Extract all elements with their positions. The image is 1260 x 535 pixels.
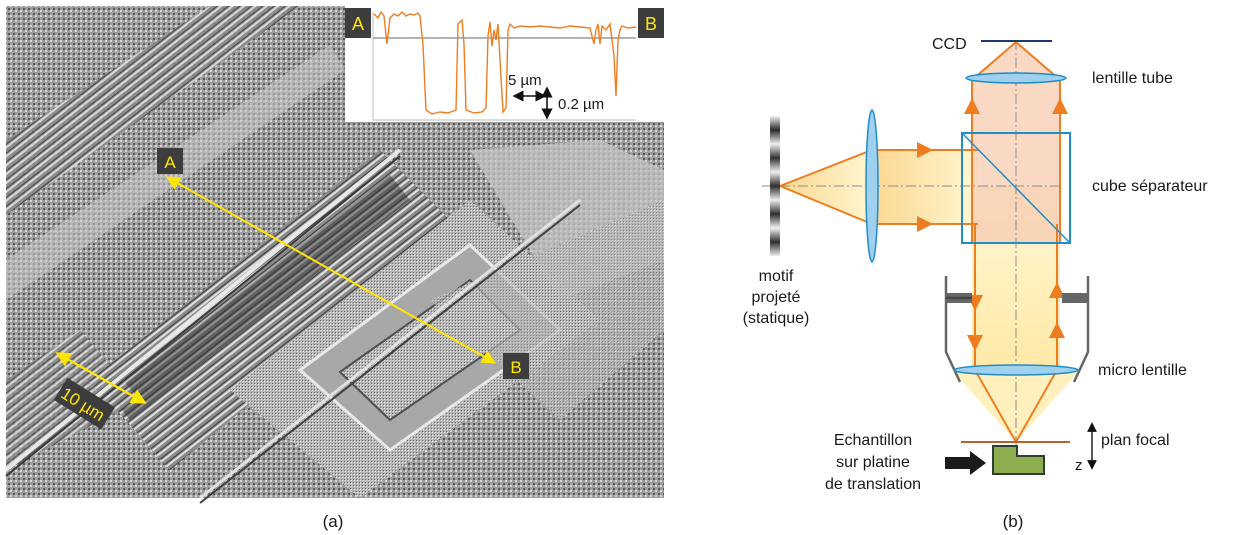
projection-lens: [865, 109, 879, 263]
micro-lens: [953, 364, 1079, 376]
label-sample-3: de translation: [825, 476, 921, 493]
label-tube-lens: lentille tube: [1092, 70, 1173, 87]
profile-inset: A B 5 µm 0.2 µm: [345, 6, 664, 122]
sample: [992, 445, 1045, 475]
label-pattern-1: motif: [759, 268, 794, 285]
tube-lens: [965, 72, 1067, 84]
inset-label-b: B: [645, 14, 657, 34]
height-profile: [373, 10, 637, 115]
panel-b-caption: (b): [1003, 512, 1024, 531]
sample-pointer-arrow: [945, 451, 986, 475]
point-a-bg: [157, 148, 183, 174]
panel-a: A B 5 µm 0.2 µm A B 10 µm: [4, 6, 664, 531]
inset-label-b-bg: [638, 8, 664, 38]
illumination-beam: [872, 150, 978, 224]
point-a-label: A: [164, 153, 176, 172]
label-pattern-2: projeté: [752, 289, 801, 306]
point-b-label: B: [510, 358, 521, 377]
label-focal-plane: plan focal: [1101, 432, 1170, 449]
label-pattern-3: (statique): [743, 310, 810, 327]
label-z: z: [1075, 457, 1083, 474]
label-micro-lens: micro lentille: [1098, 362, 1187, 379]
inset-label-a-bg: [345, 8, 371, 38]
projected-pattern: [770, 116, 780, 256]
profile-line: A B: [157, 148, 529, 379]
panel-a-caption: (a): [323, 512, 344, 531]
label-ccd: CCD: [932, 36, 967, 53]
panel-b: CCD lentille tube cube séparateur motif …: [743, 36, 1209, 531]
objective-housing: [944, 276, 1090, 383]
point-b-bg: [503, 353, 529, 379]
label-sample-1: Echantillon: [834, 432, 912, 449]
illumination-cone: [780, 150, 872, 224]
label-beam-splitter: cube séparateur: [1092, 178, 1208, 195]
inset-label-a: A: [352, 14, 364, 34]
inset-scale-y: 0.2 µm: [558, 96, 604, 113]
beam-splitter-cube: [961, 132, 1071, 244]
inset-scale-x: 5 µm: [508, 72, 542, 89]
label-sample-2: sur platine: [836, 454, 910, 471]
ab-arrow: [165, 176, 497, 364]
